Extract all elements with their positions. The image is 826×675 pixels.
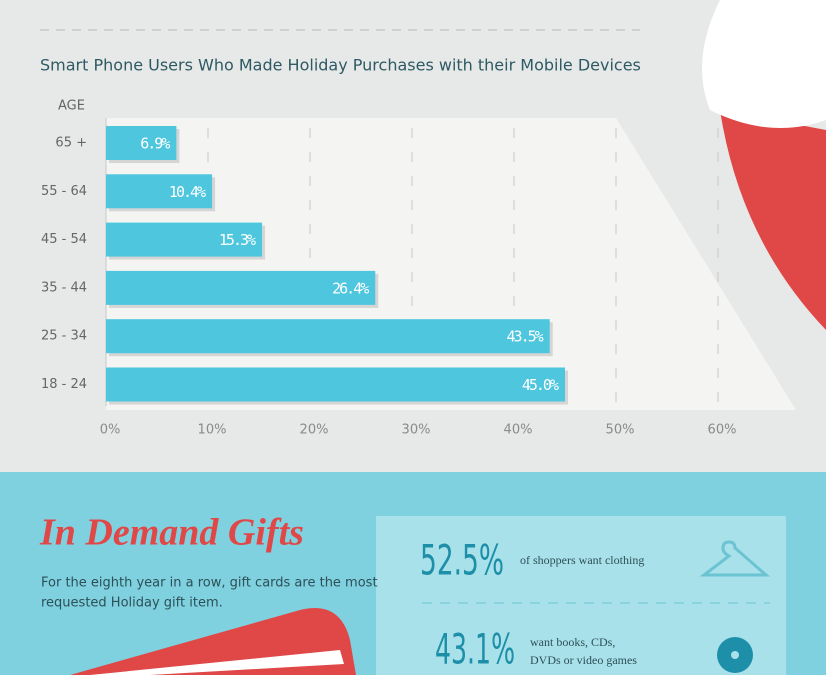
chart-title: Smart Phone Users Who Made Holiday Purch…: [40, 56, 641, 75]
stat-text: DVDs or video games: [530, 653, 637, 667]
gift-card-stripe: [90, 650, 344, 675]
y-tick-label: 45 - 54: [41, 232, 87, 247]
y-tick-label: 65 +: [55, 136, 87, 151]
section-text: For the eighth year in a row, gift cards…: [41, 576, 378, 591]
value-label: 15.3%: [219, 231, 256, 249]
x-tick-label: 0%: [100, 423, 121, 438]
bar: [106, 126, 177, 160]
section-title: In Demand Gifts: [39, 512, 304, 554]
bar: [106, 367, 565, 402]
y-tick-label: 35 - 44: [41, 280, 87, 295]
stat-text: want books, CDs,: [530, 635, 615, 649]
x-tick-label: 30%: [402, 423, 431, 438]
stat-value: 43.1%: [435, 625, 515, 674]
santa-sleeve: [720, 110, 826, 330]
stat-text: of shoppers want clothing: [520, 553, 644, 567]
section-text: requested Holiday gift item.: [41, 596, 223, 611]
value-label: 43.5%: [507, 328, 544, 346]
bar: [106, 319, 550, 354]
value-label: 26.4%: [332, 279, 369, 297]
y-tick-label: 55 - 64: [41, 184, 87, 199]
bar: [106, 270, 376, 305]
value-label: 45.0%: [522, 376, 559, 394]
bar: [106, 222, 263, 257]
disc-hole: [731, 651, 739, 659]
bar: [106, 174, 213, 209]
x-tick-label: 40%: [504, 423, 533, 438]
x-tick-label: 50%: [606, 423, 635, 438]
value-label: 10.4%: [169, 183, 206, 201]
stat-value: 52.5%: [420, 536, 504, 585]
y-axis-label: AGE: [58, 99, 85, 114]
x-tick-label: 10%: [198, 423, 227, 438]
x-tick-label: 60%: [708, 423, 737, 438]
y-tick-label: 18 - 24: [41, 377, 87, 392]
hanger-icon: [699, 540, 771, 577]
x-tick-label: 20%: [300, 423, 329, 438]
stats-panel: [376, 516, 786, 675]
value-label: 6.9%: [140, 135, 170, 153]
y-tick-label: 25 - 34: [41, 329, 87, 344]
santa-cuff: [702, 0, 826, 128]
